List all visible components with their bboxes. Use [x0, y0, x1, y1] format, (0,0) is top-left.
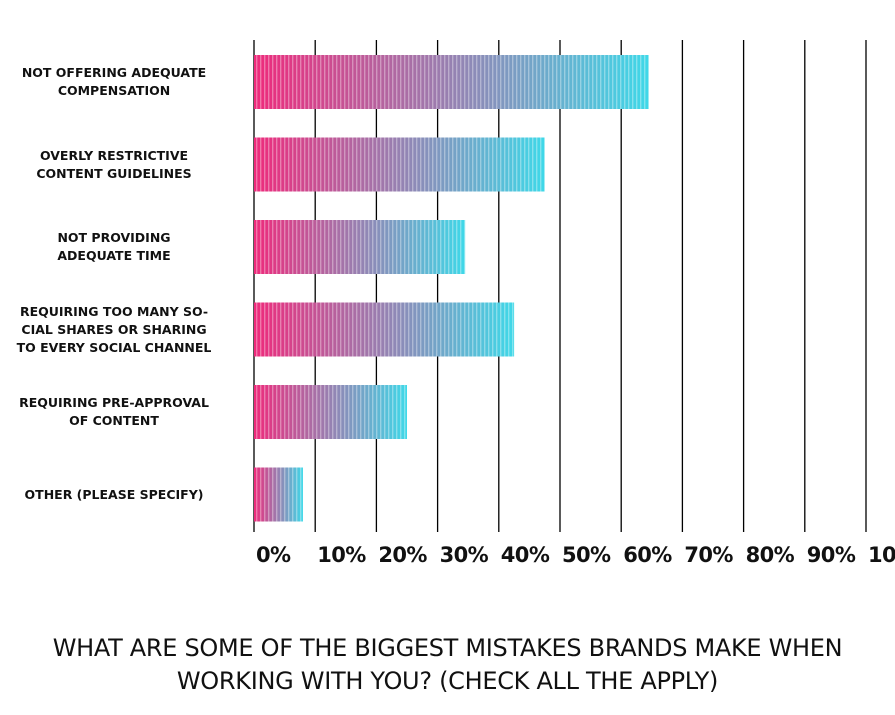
category-label: REQUIRING TOO MANY SO- CIAL SHARES OR SH…	[16, 303, 212, 355]
x-tick-label: 40%	[501, 543, 550, 567]
x-tick-label: 30%	[440, 543, 489, 567]
bar-stripes	[254, 55, 649, 109]
bar-stripes	[254, 467, 303, 522]
bars	[254, 55, 649, 522]
chart-title: WHAT ARE SOME OF THE BIGGEST MISTAKES BR…	[52, 634, 843, 695]
x-tick-label: 100%	[868, 543, 895, 567]
x-tick-label: 50%	[562, 543, 611, 567]
category-label: NOT PROVIDING ADEQUATE TIME	[57, 230, 171, 263]
x-tick-label: 0%	[256, 543, 291, 567]
bar-stripes	[254, 302, 515, 357]
category-label: OVERLY RESTRICTIVE CONTENT GUIDELINES	[36, 147, 192, 181]
x-tick-label: 80%	[746, 543, 795, 567]
bar-stripes	[254, 137, 545, 192]
x-tick-label: 60%	[623, 543, 672, 567]
bar-stripes	[254, 385, 407, 439]
x-tick-label: 90%	[807, 543, 856, 567]
x-tick-label: 10%	[317, 543, 366, 567]
x-tick-label: 20%	[378, 543, 427, 567]
x-tick-label: 70%	[684, 543, 733, 567]
bar-stripes	[254, 220, 466, 274]
x-axis-ticks: 0% 10% 20% 30% 40% 50% 60% 70% 80% 90% 100%	[256, 543, 895, 567]
gridlines	[253, 40, 867, 532]
bar-chart: 0% 10% 20% 30% 40% 50% 60% 70% 80% 90% 100%	[253, 40, 895, 567]
category-label: REQUIRING PRE-APPROVAL OF CONTENT	[19, 395, 209, 428]
category-label: NOT OFFERING ADEQUATE COMPENSATION	[21, 65, 207, 98]
category-label: OTHER (PLEASE SPECIFY)	[24, 486, 204, 502]
